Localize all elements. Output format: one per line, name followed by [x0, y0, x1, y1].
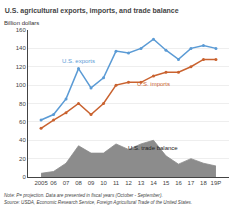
svg-text:13: 13	[138, 180, 145, 186]
svg-text:2005: 2005	[34, 180, 48, 186]
svg-text:18: 18	[200, 180, 207, 186]
svg-text:10: 10	[100, 180, 107, 186]
svg-text:07: 07	[63, 180, 70, 186]
svg-text:U.S. trade balance: U.S. trade balance	[128, 145, 178, 151]
svg-text:U.S. imports: U.S. imports	[137, 81, 170, 87]
svg-text:08: 08	[75, 180, 82, 186]
svg-text:120: 120	[16, 64, 27, 70]
svg-text:12: 12	[125, 180, 132, 186]
svg-text:06: 06	[50, 180, 57, 186]
svg-text:140: 140	[16, 45, 27, 51]
svg-text:Billion dollars: Billion dollars	[4, 20, 39, 26]
svg-text:U.S. exports: U.S. exports	[62, 58, 95, 64]
svg-text:20: 20	[19, 156, 26, 162]
svg-text:U.S. agricultural exports, imp: U.S. agricultural exports, imports, and …	[5, 7, 179, 15]
svg-text:40: 40	[19, 137, 26, 143]
svg-text:Source: USDA, Economic Researc: Source: USDA, Economic Research Service,…	[4, 200, 192, 205]
svg-text:160: 160	[16, 27, 27, 33]
svg-text:Note: P= projection. Data are: Note: P= projection. Data are presented …	[4, 193, 163, 198]
svg-text:80: 80	[19, 101, 26, 107]
svg-text:11: 11	[113, 180, 120, 186]
svg-text:16: 16	[175, 180, 182, 186]
svg-text:0: 0	[22, 174, 26, 180]
svg-text:15: 15	[163, 180, 170, 186]
svg-text:100: 100	[16, 82, 27, 88]
svg-text:17: 17	[188, 180, 195, 186]
svg-text:09: 09	[88, 180, 95, 186]
svg-text:14: 14	[150, 180, 157, 186]
svg-text:60: 60	[19, 119, 26, 125]
svg-text:19P: 19P	[211, 180, 222, 186]
